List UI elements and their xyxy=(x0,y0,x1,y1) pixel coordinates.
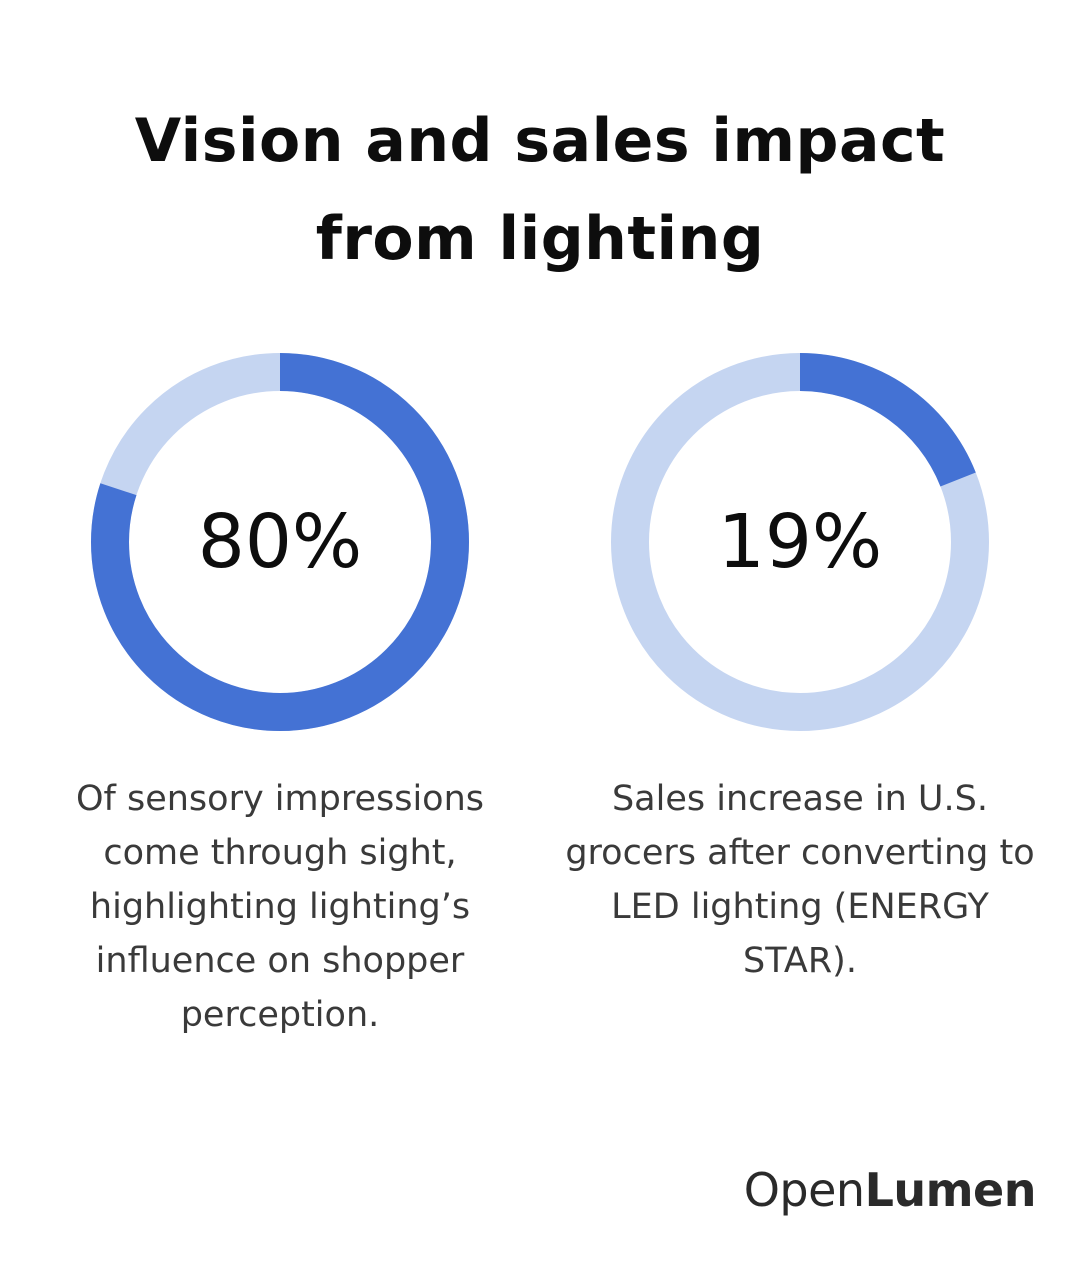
caption-1-line: come through sight, xyxy=(103,833,457,873)
caption-1-line: highlighting lighting’s xyxy=(89,887,471,927)
donut-value-1: 80% xyxy=(198,499,362,585)
donut-fill-2 xyxy=(611,353,989,731)
donut-svg-2: 19% xyxy=(611,353,989,731)
caption-2-line: grocers after converting to xyxy=(565,833,1035,873)
caption-2-line: LED lighting (ENERGY xyxy=(611,887,989,927)
brand-logo-part1: Open xyxy=(743,1163,865,1217)
title-line-2: from lighting xyxy=(315,204,765,274)
caption-2-line: STAR). xyxy=(743,941,857,981)
brand-logo: OpenLumen xyxy=(743,1158,1037,1222)
caption-2: Sales increase in U.S. grocers after con… xyxy=(565,772,1035,988)
caption-1: Of sensory impressions come through sigh… xyxy=(45,772,515,1042)
caption-1-line: Of sensory impressions xyxy=(75,779,485,819)
donut-svg-1: 80% xyxy=(91,353,469,731)
page-title: Vision and sales impact from lighting xyxy=(0,92,1080,288)
caption-2-line: Sales increase in U.S. xyxy=(611,779,989,819)
donut-value-2: 19% xyxy=(718,499,882,585)
donut-chart-1: 80% xyxy=(90,352,470,732)
donut-chart-2: 19% xyxy=(610,352,990,732)
title-line-1: Vision and sales impact xyxy=(134,106,946,176)
caption-1-line: perception. xyxy=(180,995,380,1035)
donut-fill-1 xyxy=(91,353,469,731)
brand-logo-part2: Lumen xyxy=(864,1163,1037,1217)
caption-1-line: influence on shopper xyxy=(95,941,465,981)
